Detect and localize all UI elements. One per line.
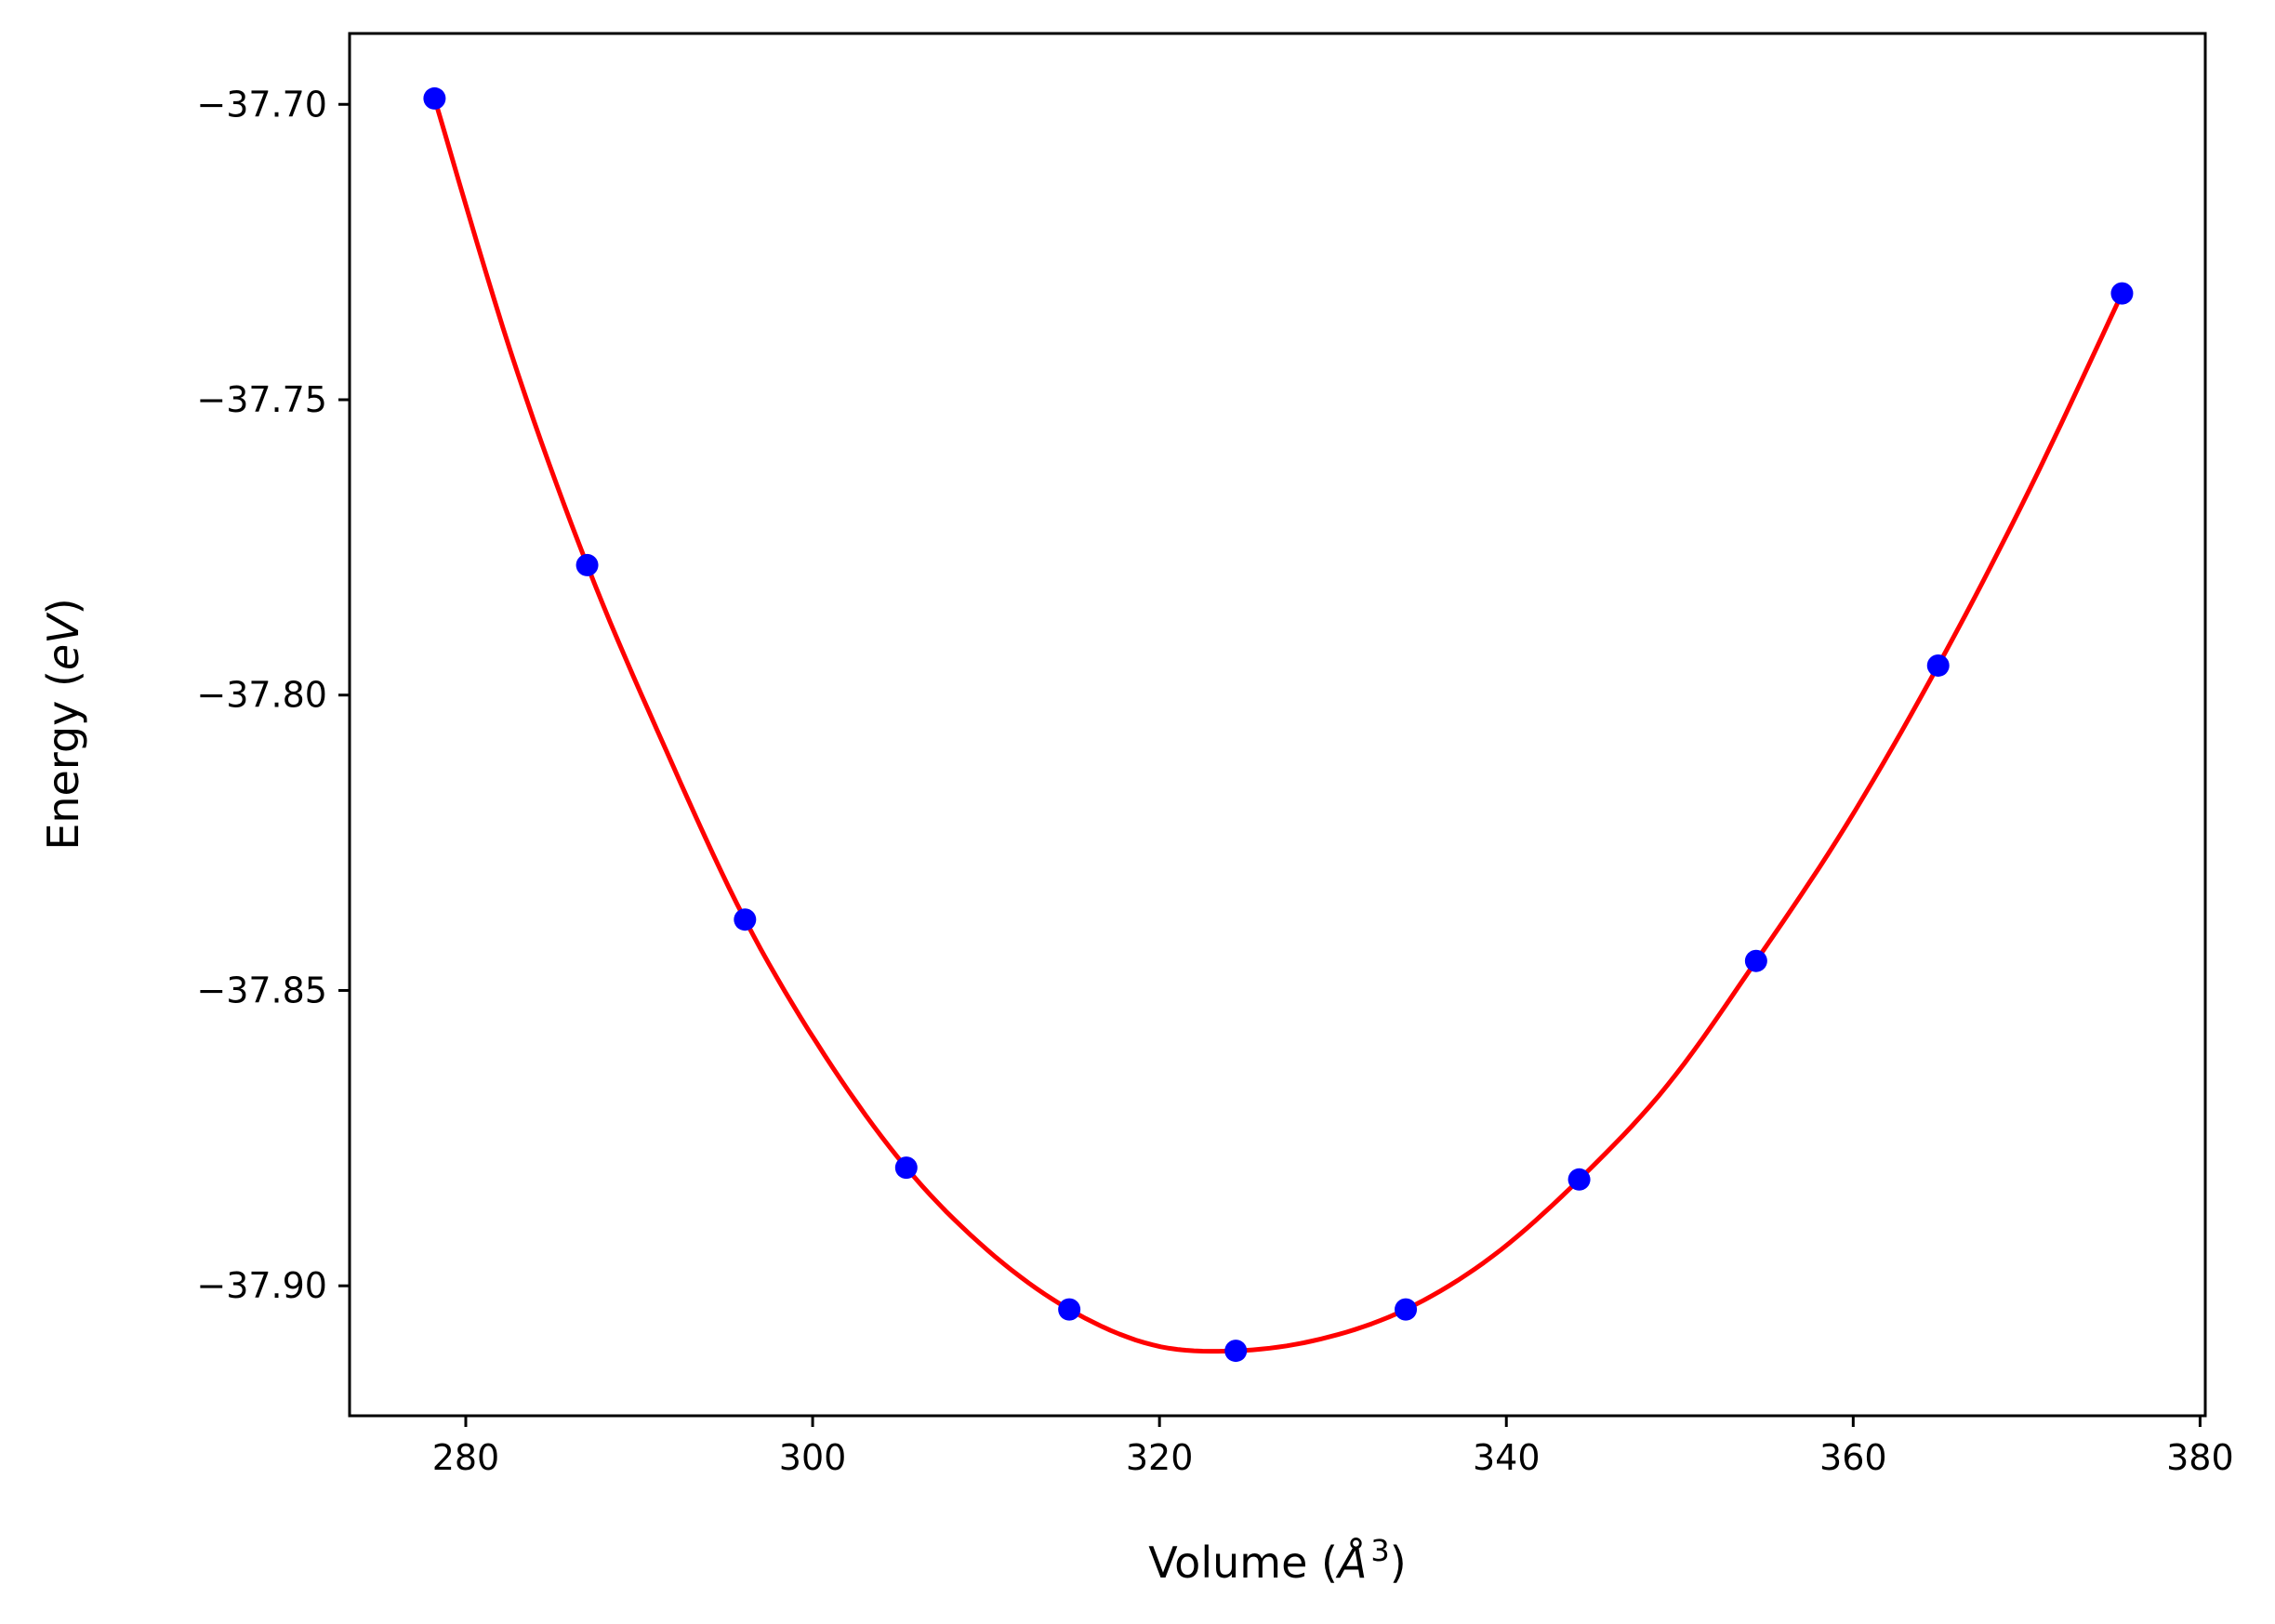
plot-area — [348, 32, 2207, 1418]
data-point — [575, 553, 599, 576]
x-axis-title-prefix: Volume ( — [1148, 1538, 1338, 1588]
data-point — [1744, 949, 1767, 972]
y-axis-ticks: −37.70 −37.75 −37.80 −37.85 −37.90 — [196, 84, 350, 1306]
data-point — [1058, 1298, 1081, 1321]
y-axis-title-suffix: ) — [38, 598, 88, 614]
y-tick-label: −37.90 — [196, 1265, 327, 1306]
data-point — [1395, 1298, 1418, 1321]
data-point — [1926, 654, 1950, 677]
y-tick-label: −37.80 — [196, 675, 327, 716]
data-point — [1567, 1168, 1591, 1191]
y-tick-label: −37.85 — [196, 970, 327, 1010]
x-tick-label: 380 — [2166, 1437, 2234, 1478]
x-tick-label: 340 — [1473, 1437, 1541, 1478]
y-axis-title-prefix: Energy ( — [38, 670, 88, 851]
y-axis-title: Energy (eV) — [38, 598, 88, 850]
data-point — [894, 1156, 918, 1180]
x-axis-title-suffix: ) — [1390, 1538, 1407, 1588]
x-axis-title: Volume (Å 3) — [1148, 1533, 1406, 1588]
y-axis-title-unit: eV — [38, 612, 88, 670]
plot-background — [350, 33, 2205, 1416]
x-tick-label: 280 — [432, 1437, 500, 1478]
x-axis-title-unit: Å — [1335, 1538, 1367, 1588]
data-point — [1224, 1340, 1248, 1363]
x-axis-title-exponent: 3 — [1370, 1533, 1389, 1568]
x-tick-label: 360 — [1819, 1437, 1887, 1478]
data-point — [734, 908, 757, 931]
y-tick-label: −37.75 — [196, 379, 327, 420]
data-point — [423, 86, 446, 110]
x-tick-label: 300 — [779, 1437, 847, 1478]
plot-frame — [348, 32, 2207, 1418]
x-tick-label: 320 — [1126, 1437, 1194, 1478]
y-tick-label: −37.70 — [196, 84, 327, 125]
data-point — [2110, 282, 2134, 305]
x-axis-ticks: 280 300 320 340 360 380 — [432, 1416, 2234, 1478]
data-points — [423, 86, 2134, 1363]
